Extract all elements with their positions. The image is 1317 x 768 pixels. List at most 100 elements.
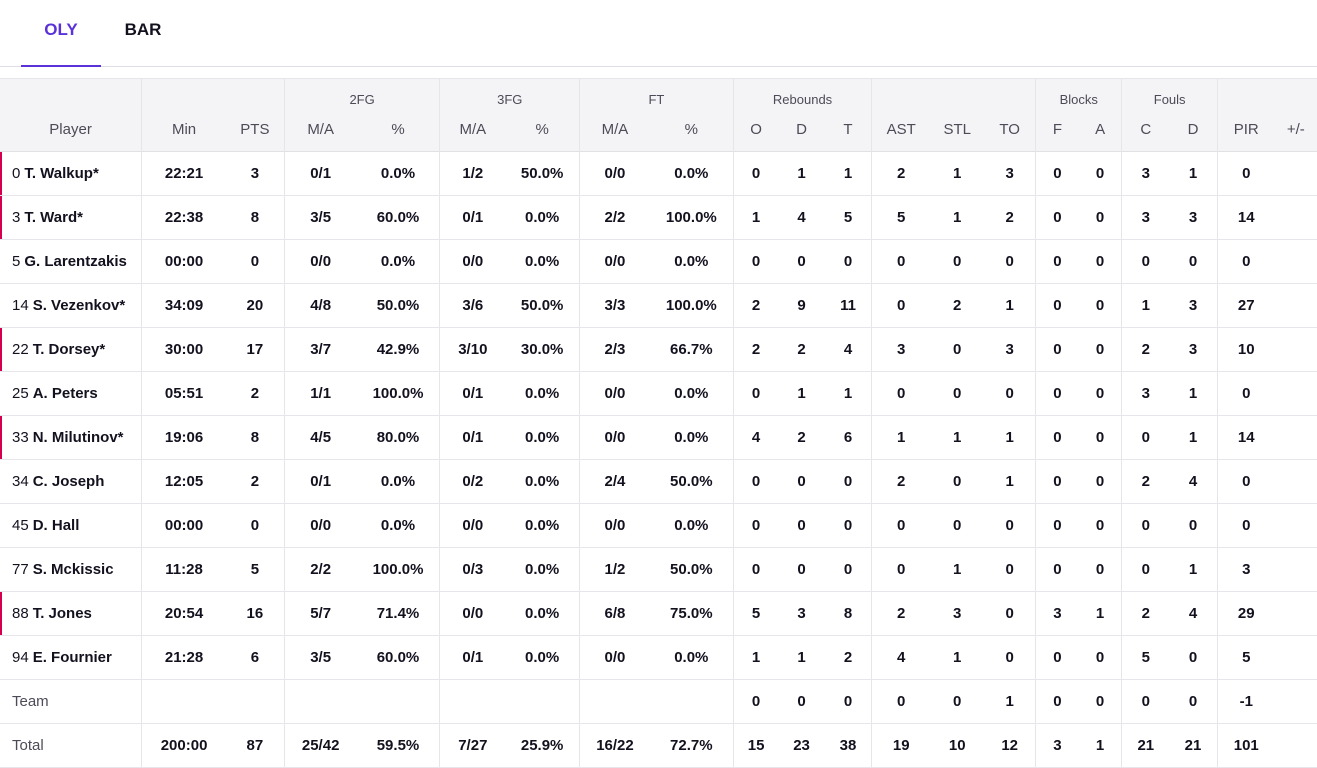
player-name[interactable]: T. Walkup* (24, 165, 99, 182)
column-header[interactable]: +/- (1274, 107, 1317, 152)
stat-cell: 2 (226, 459, 285, 504)
player-number: 22 (12, 341, 29, 358)
player-name[interactable]: T. Ward* (24, 209, 83, 226)
stat-cell: 3 (778, 591, 825, 636)
player-name[interactable]: C. Joseph (32, 473, 105, 490)
column-header[interactable]: A (1078, 107, 1122, 152)
player-cell: 94 E. Fournier (0, 635, 142, 680)
group-rebounds: Rebounds (732, 78, 872, 107)
stat-cell: 3 (226, 151, 285, 196)
stat-cell: 3 (871, 327, 931, 372)
column-header[interactable]: M/A (579, 107, 650, 152)
stat-cell: 1 (824, 371, 872, 416)
column-header[interactable]: PIR (1216, 107, 1275, 152)
stat-cell: 0 (732, 459, 779, 504)
stat-cell: 0 (1078, 327, 1122, 372)
player-cell: 22 T. Dorsey* (0, 327, 142, 372)
stat-cell: 0 (1078, 547, 1122, 592)
player-name[interactable]: G. Larentzakis (24, 253, 127, 270)
stat-cell: 05:51 (141, 371, 226, 416)
player-row: 3 T. Ward* 22:38 8 3/5 60.0% 0/1 0.0% 2/2 100.0% 1… (0, 195, 1317, 240)
stat-cell (356, 679, 440, 724)
stat-cell: 8 (824, 591, 872, 636)
column-header[interactable]: D (778, 107, 825, 152)
player-name[interactable]: S. Mckissic (32, 561, 114, 578)
stat-cell: 0 (984, 239, 1036, 284)
stat-cell: 0 (1035, 547, 1079, 592)
column-header[interactable]: AST (871, 107, 931, 152)
player-row: 88 T. Jones 20:54 16 5/7 71.4% 0/0 0.0% 6/8 75.0%… (0, 591, 1317, 636)
column-header[interactable]: M/A (283, 107, 357, 152)
player-cell: 14 S. Vezenkov* (0, 283, 142, 328)
stat-cell: 0/0 (579, 415, 650, 460)
stat-cell: 0 (1035, 503, 1079, 548)
column-header[interactable]: % (649, 107, 734, 152)
stat-cell: 2 (824, 635, 872, 680)
column-header[interactable]: PTS (226, 107, 285, 152)
stat-cell: 100.0% (649, 195, 734, 240)
stat-cell: 34:09 (141, 283, 226, 328)
stat-cell: 27 (1216, 283, 1275, 328)
column-header[interactable]: Min (141, 107, 226, 152)
tab-oly[interactable]: OLY (21, 0, 101, 67)
stat-cell: 4 (1169, 459, 1218, 504)
group-ft: FT (579, 78, 734, 107)
stat-cell: 0/0 (439, 591, 506, 636)
player-name[interactable]: N. Milutinov* (32, 429, 124, 446)
stat-cell: 1 (1169, 415, 1218, 460)
column-header[interactable]: O (732, 107, 779, 152)
stat-cell: 0 (871, 283, 931, 328)
column-header[interactable]: % (505, 107, 580, 152)
stat-cell: 0 (732, 371, 779, 416)
total-row: Total 200:00 87 25/42 59.5% 7/27 25.9% 16/22 72.… (0, 723, 1317, 768)
column-header[interactable]: D (1169, 107, 1218, 152)
player-number: 45 (12, 517, 29, 534)
stat-cell: 60.0% (356, 635, 440, 680)
stat-cell: 17 (226, 327, 285, 372)
player-name[interactable]: T. Jones (32, 605, 92, 622)
stat-cell: 4/5 (283, 415, 357, 460)
stat-cell: 0 (871, 371, 931, 416)
column-header[interactable]: F (1035, 107, 1079, 152)
stat-cell: 0.0% (505, 195, 580, 240)
stat-cell: 0/3 (439, 547, 506, 592)
column-header[interactable]: T (824, 107, 872, 152)
player-name[interactable]: T. Dorsey* (32, 341, 106, 358)
stat-cell: 0/2 (439, 459, 506, 504)
stat-cell: 2 (1121, 591, 1170, 636)
stat-cell: 9 (778, 283, 825, 328)
player-name[interactable]: E. Fournier (32, 649, 112, 666)
stat-cell: 5 (732, 591, 779, 636)
stat-cell: 3/3 (579, 283, 650, 328)
column-header[interactable]: Player (0, 107, 142, 152)
player-number: 5 (12, 253, 21, 270)
stat-cell: 0 (824, 679, 872, 724)
stat-cell: 0/0 (579, 635, 650, 680)
stat-cell: 50.0% (649, 459, 734, 504)
stat-cell: 0/0 (579, 503, 650, 548)
stat-cell: 4 (824, 327, 872, 372)
column-header[interactable]: M/A (439, 107, 506, 152)
stat-cell: 3 (1169, 283, 1218, 328)
stat-cell: 0 (1035, 635, 1079, 680)
stat-cell: 59.5% (356, 723, 440, 768)
stat-cell: 100.0% (649, 283, 734, 328)
stat-cell: 0 (984, 635, 1036, 680)
stat-cell: 3/10 (439, 327, 506, 372)
stat-cell: 0 (1078, 679, 1122, 724)
player-name[interactable]: D. Hall (32, 517, 80, 534)
stat-cell: 100.0% (356, 371, 440, 416)
stat-cell: 15 (732, 723, 779, 768)
player-name[interactable]: S. Vezenkov* (32, 297, 126, 314)
column-header[interactable]: C (1121, 107, 1170, 152)
stat-cell: 0/0 (439, 239, 506, 284)
tab-bar[interactable]: BAR (124, 20, 162, 39)
stat-cell: 71.4% (356, 591, 440, 636)
column-header[interactable]: TO (984, 107, 1036, 152)
stat-cell: 0 (1078, 195, 1122, 240)
stat-cell: 0/0 (579, 151, 650, 196)
player-number: 77 (12, 561, 29, 578)
player-name[interactable]: A. Peters (32, 385, 98, 402)
column-header[interactable]: STL (930, 107, 985, 152)
column-header[interactable]: % (356, 107, 440, 152)
